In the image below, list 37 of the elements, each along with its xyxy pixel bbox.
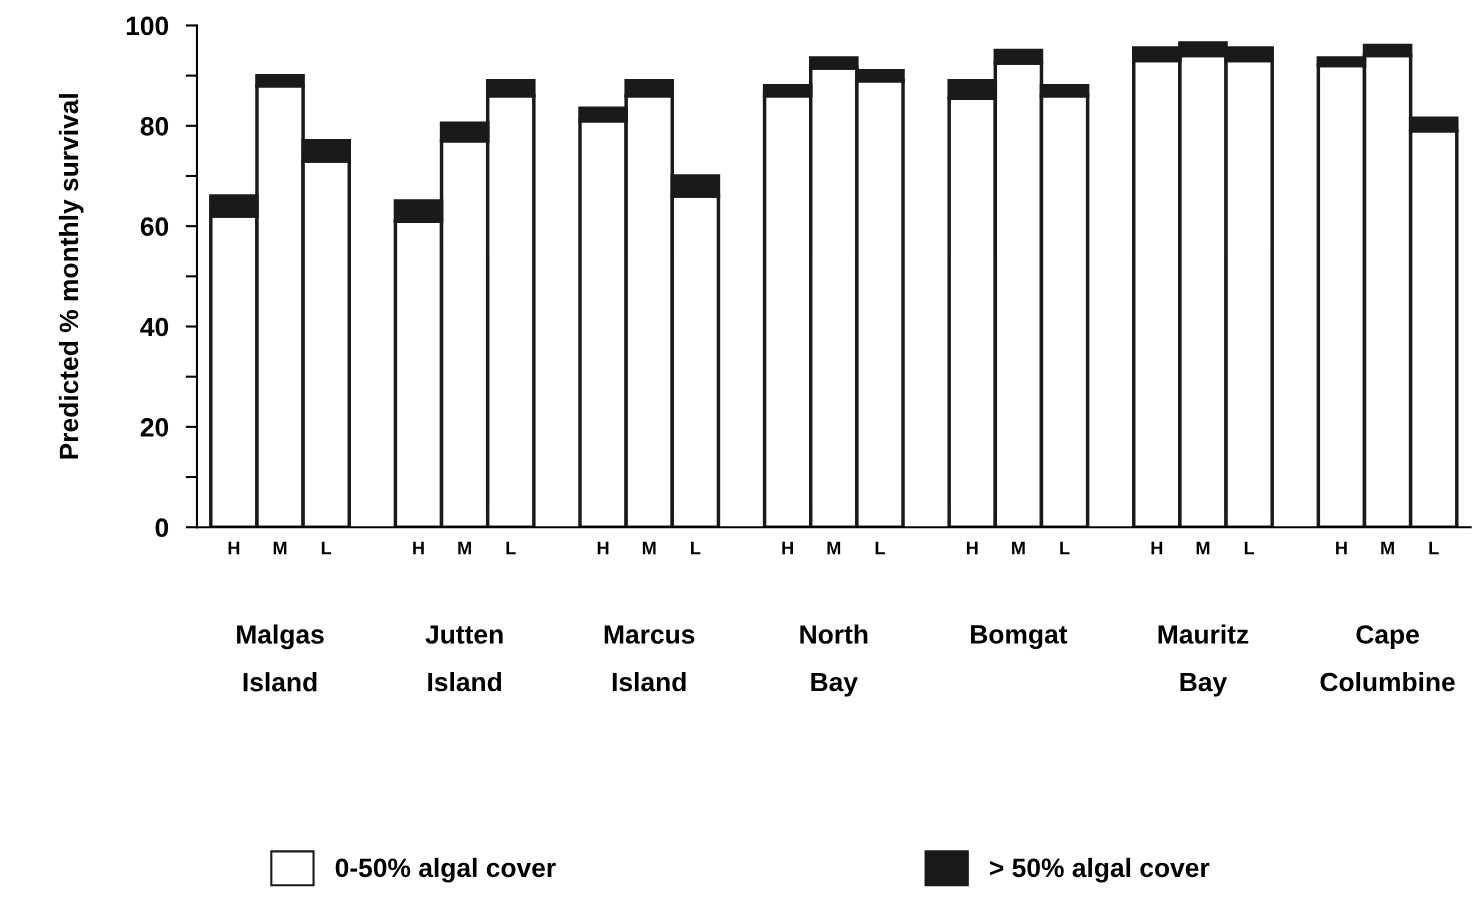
- x-tick-label: M: [1381, 541, 1394, 555]
- text: Malgas Island: [237, 624, 324, 692]
- y-tick-label: 80: [140, 116, 169, 136]
- x-tick-label: L: [691, 541, 701, 555]
- text: North Bay: [800, 624, 868, 697]
- x-tick-label: H: [1336, 541, 1347, 555]
- x-tick-label: L: [1060, 541, 1070, 555]
- text: Cape Columbine: [1320, 625, 1455, 692]
- text: Bomgat: [971, 625, 1068, 650]
- x-tick-label: M: [273, 541, 287, 555]
- x-tick-label: L: [321, 541, 332, 555]
- x-tick-label: L: [1429, 541, 1439, 555]
- legend-label: > 50% algal cover: [990, 857, 1210, 883]
- x-tick-label: M: [827, 541, 841, 555]
- x-tick-label: H: [782, 541, 793, 555]
- x-tick-label: H: [1151, 541, 1163, 555]
- y-tick-label: 60: [140, 217, 169, 236]
- legend-label: 0-50% algal cover: [335, 857, 556, 883]
- y-tick-label: 20: [140, 418, 169, 437]
- y-tick-label: 100: [126, 16, 169, 36]
- x-tick-label: H: [966, 541, 978, 555]
- text: Mauritz Bay: [1158, 624, 1249, 697]
- x-tick-label: H: [228, 541, 240, 555]
- x-tick-label: M: [1196, 541, 1210, 555]
- x-tick-label: M: [1012, 541, 1025, 555]
- y-tick-label: 0: [155, 518, 169, 538]
- text: Jutten Island: [425, 625, 503, 692]
- y-tick-label: 40: [140, 317, 169, 337]
- x-tick-label: L: [875, 541, 885, 555]
- x-tick-label: L: [506, 541, 516, 555]
- x-tick-label: M: [458, 541, 471, 555]
- x-tick-label: L: [1244, 541, 1255, 555]
- y-axis-title: Predicted % monthly survival: [58, 94, 84, 459]
- x-tick-label: M: [642, 541, 656, 555]
- text: Marcus Island: [604, 625, 695, 692]
- x-tick-label: H: [413, 541, 424, 555]
- x-tick-label: H: [597, 541, 609, 555]
